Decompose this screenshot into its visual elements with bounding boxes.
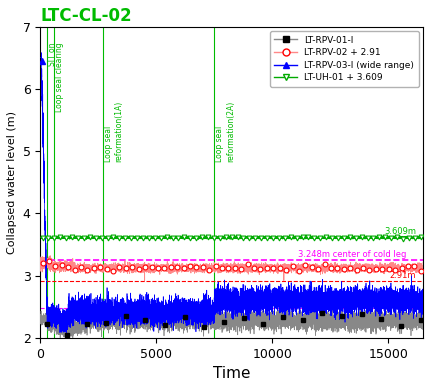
Text: SIT on: SIT on xyxy=(48,42,57,66)
Text: Loop seal
reformation(1A): Loop seal reformation(1A) xyxy=(104,101,123,163)
Text: 3.609m: 3.609m xyxy=(384,227,416,236)
Text: 2.477m : Top of Active Core: 2.477m : Top of Active Core xyxy=(237,298,353,307)
Text: Loop seal clearing: Loop seal clearing xyxy=(55,42,64,112)
Text: Loop seal
reformation(2A): Loop seal reformation(2A) xyxy=(215,101,235,163)
Y-axis label: Collapsed water level (m): Collapsed water level (m) xyxy=(7,111,17,254)
X-axis label: Time: Time xyxy=(213,366,250,381)
Text: LTC-CL-02: LTC-CL-02 xyxy=(40,7,132,25)
Text: 2.91m: 2.91m xyxy=(390,271,416,280)
Legend: LT-RPV-01-I, LT-RPV-02 + 2.91, LT-RPV-03-I (wide range), LT-UH-01 + 3.609: LT-RPV-01-I, LT-RPV-02 + 2.91, LT-RPV-03… xyxy=(270,31,418,87)
Text: 3.248m center of cold leg: 3.248m center of cold leg xyxy=(298,250,407,259)
